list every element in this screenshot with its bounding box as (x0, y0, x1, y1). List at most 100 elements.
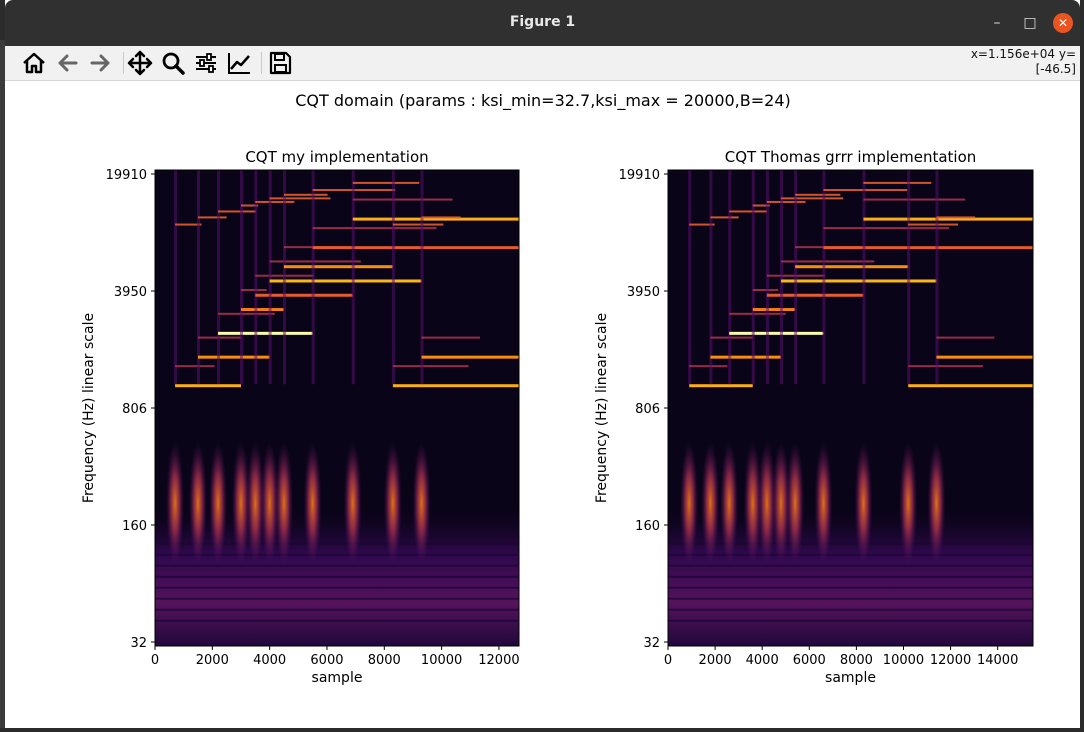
harmonic-line-secondary (240, 289, 267, 291)
heatmap-low-ripple (155, 553, 519, 556)
axes-title-1: CQT my implementation (245, 148, 428, 166)
harmonic-line (781, 279, 937, 283)
onset-low-glow (927, 441, 946, 566)
title-bar[interactable]: Figure 1 – □ ✕ (5, 0, 1080, 46)
heatmap-low-ripple (155, 608, 519, 611)
harmonic-line-high (766, 200, 806, 203)
harmonic-line-secondary (269, 260, 361, 263)
x-tick-label: 2000 (699, 653, 732, 668)
y-tick-label: 160 (635, 519, 660, 534)
back-button[interactable] (55, 50, 83, 76)
coords-line-1: x=1.156e+04 y= (970, 47, 1076, 61)
harmonic-line (710, 355, 782, 359)
harmonic-line-high (240, 204, 259, 207)
y-tick-label: 160 (122, 519, 147, 534)
edit-axis-button[interactable] (226, 50, 254, 76)
y-tick-label: 19910 (619, 168, 660, 183)
subplots-sliders-icon (196, 53, 216, 73)
harmonic-line-high (710, 216, 739, 219)
x-tick-label: 0 (151, 653, 159, 668)
x-tick-label: 6000 (793, 653, 826, 668)
harmonic-line-secondary (752, 289, 779, 291)
heatmap-low-ripple (155, 531, 519, 534)
onset-low-glow (383, 441, 402, 566)
zoom-button[interactable] (160, 50, 188, 76)
onset-streak (174, 170, 178, 385)
x-tick-label: 12000 (930, 653, 971, 668)
harmonic-line-secondary (729, 312, 786, 315)
heatmap-low-ripple (155, 575, 519, 578)
toolbar-separator (123, 52, 124, 74)
onset-streak (351, 170, 355, 385)
x-tick-label: 8000 (840, 653, 873, 668)
heatmap-low-ripple (155, 564, 519, 567)
onset-low-glow (772, 441, 791, 566)
heatmap-low-ripple (668, 608, 1033, 611)
x-tick-label: 4000 (253, 653, 286, 668)
onset-low-glow (231, 441, 250, 566)
harmonic-line (255, 293, 353, 297)
harmonic-line-secondary (218, 312, 275, 315)
home-button[interactable] (21, 50, 49, 76)
onset-low-glow (720, 441, 739, 566)
pan-move-icon (127, 50, 153, 76)
figure-window: Figure 1 – □ ✕ x=1.156e+ (5, 0, 1080, 728)
x-tick-label: 14000 (977, 653, 1018, 668)
x-tick-label: 8000 (368, 653, 401, 668)
onset-streak (688, 170, 692, 385)
harmonic-line-high (795, 193, 841, 196)
minimize-button[interactable]: – (993, 15, 1001, 31)
harmonic-line-high (752, 204, 770, 207)
harmonic-line (766, 293, 864, 297)
figure-canvas[interactable]: CQT domain (params : ksi_min=32.7,ksi_ma… (5, 81, 1080, 728)
onset-streak (196, 170, 200, 385)
forward-button[interactable] (87, 50, 115, 76)
harmonic-line (240, 308, 284, 312)
x-tick-label: 12000 (478, 653, 519, 668)
edit-axes-chart-icon (228, 53, 250, 74)
onset-streak (217, 170, 221, 385)
harmonic-line-high (255, 200, 295, 203)
heatmap-low-ripple (668, 586, 1033, 589)
onset-streak (420, 170, 424, 385)
harmonic-line-high (936, 216, 976, 219)
pan-button[interactable] (127, 50, 155, 76)
coords-line-2: [-46.5] (1035, 62, 1076, 76)
onset-low-glow (246, 441, 265, 566)
harmonic-line-high (729, 210, 767, 213)
configure-subplots-button[interactable] (193, 50, 221, 76)
harmonic-line (218, 331, 313, 335)
heatmap-low-ripple (668, 531, 1033, 534)
harmonic-line-high (689, 223, 715, 226)
maximize-button[interactable]: □ (1023, 15, 1037, 31)
harmonic-line-secondary (175, 365, 215, 368)
y-axis-label-1: Frequency (Hz) linear scale (81, 313, 97, 503)
harmonic-line (392, 384, 519, 388)
x-tick-label: 10000 (883, 653, 924, 668)
onset-streak (765, 170, 769, 385)
onset-low-glow (743, 441, 762, 566)
save-button[interactable] (267, 50, 295, 76)
harmonic-line-secondary (689, 365, 728, 368)
heatmap-low-ripple (668, 575, 1033, 578)
harmonic-line-high (863, 181, 932, 184)
harmonic-line (352, 217, 519, 221)
harmonic-line-secondary (908, 365, 984, 368)
onset-streak (935, 170, 939, 385)
onset-low-glow (680, 441, 699, 566)
harmonic-line-secondary (710, 336, 753, 339)
onset-streak (751, 170, 755, 385)
harmonic-line-secondary (421, 336, 481, 339)
onset-streak (822, 170, 826, 385)
onset-streak (268, 170, 272, 385)
heatmap-low-ripple (668, 564, 1033, 567)
close-button[interactable]: ✕ (1053, 13, 1073, 33)
save-floppy-icon (269, 51, 292, 75)
onset-low-glow (260, 441, 279, 566)
heatmap-low-ripple (155, 597, 519, 600)
harmonic-line (752, 308, 796, 312)
onset-low-glow (412, 441, 431, 566)
back-arrow-icon (58, 54, 78, 72)
y-tick-label: 806 (122, 402, 147, 417)
onset-streak (794, 170, 798, 385)
